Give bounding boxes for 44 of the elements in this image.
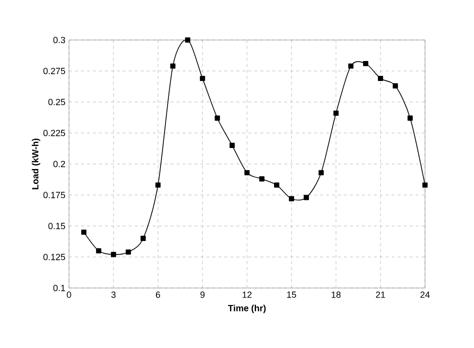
y-tick-label: 0.225 <box>43 130 66 136</box>
point <box>81 230 86 235</box>
point <box>378 76 384 82</box>
point <box>259 176 264 182</box>
point <box>408 116 413 121</box>
point <box>333 110 339 116</box>
point <box>392 83 398 88</box>
point <box>230 142 235 148</box>
x-axis-title: Time (hr) <box>228 304 266 314</box>
y-tick-label: 0.275 <box>43 68 66 74</box>
point <box>288 196 294 202</box>
point <box>363 60 368 66</box>
y-tick-label: 0.125 <box>43 254 66 260</box>
x-tick-label: 18 <box>332 292 341 298</box>
x-tick-label: 9 <box>200 292 205 298</box>
point <box>422 182 428 188</box>
y-tick-label: 0.3 <box>53 36 66 44</box>
x-tick-label: 3 <box>111 292 116 298</box>
point <box>318 170 324 176</box>
point <box>170 63 176 69</box>
y-tick-label: 0.175 <box>43 192 66 198</box>
x-tick-label: 6 <box>156 292 160 298</box>
point <box>140 236 146 241</box>
y-axis-title: Load (kW-h) <box>32 138 40 190</box>
point <box>110 252 116 258</box>
x-tick-label: 12 <box>242 292 252 298</box>
y-tick-label: 0.1 <box>53 284 66 292</box>
y-tick-label: 0.2 <box>53 160 66 168</box>
point <box>126 249 131 255</box>
y-tick-label: 0.15 <box>48 222 66 230</box>
x-tick-label: 21 <box>376 292 386 298</box>
point <box>155 182 161 188</box>
point <box>244 170 250 176</box>
point <box>185 37 190 43</box>
x-tick-label: 15 <box>287 292 296 298</box>
point <box>214 116 220 121</box>
y-tick-label: 0.25 <box>48 98 66 106</box>
x-tick-label: 24 <box>420 292 430 298</box>
point <box>96 248 102 254</box>
x-tick-label: 0 <box>66 292 72 298</box>
point <box>304 194 309 200</box>
point <box>200 76 206 82</box>
point <box>274 182 280 188</box>
point <box>348 63 354 69</box>
